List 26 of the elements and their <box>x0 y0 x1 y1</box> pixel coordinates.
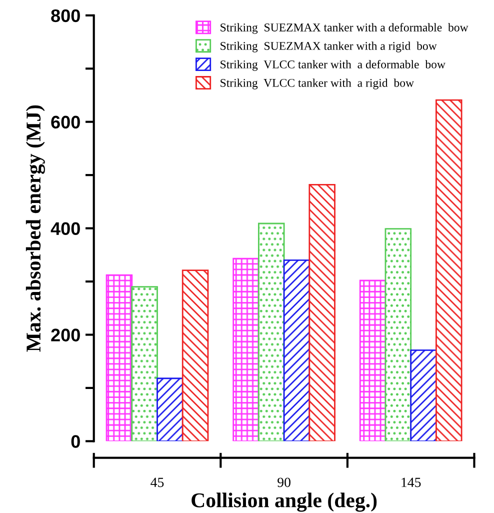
x-tick-label: 90 <box>278 478 290 488</box>
bar <box>410 349 437 442</box>
x-tick-label: 45 <box>150 478 164 488</box>
bar <box>131 286 158 442</box>
x-axis-title: Collision angle (deg.) <box>192 492 377 512</box>
bar <box>283 260 310 442</box>
y-tick-label: 600 <box>51 116 80 129</box>
y-tick-label: 800 <box>51 9 80 22</box>
bar <box>436 99 462 442</box>
bar <box>106 274 133 442</box>
bar <box>308 184 336 442</box>
legend-label: Striking VLCC tanker with a deformable bow <box>220 60 446 71</box>
y-tick-label: 0 <box>71 435 80 448</box>
bar <box>182 270 209 442</box>
legend-label: Striking VLCC tanker with a rigid bow <box>220 78 414 90</box>
bar <box>232 258 260 442</box>
x-tick-label: 145 <box>402 478 421 488</box>
y-tick-label: 400 <box>50 222 80 236</box>
bar <box>359 280 386 442</box>
legend-label: Striking SUEZMAX tanker with a deformable bow <box>220 23 468 34</box>
bar <box>156 378 184 442</box>
y-axis-title: Max. absorbed energy (MJ) <box>26 105 45 352</box>
bar <box>384 228 412 442</box>
y-tick-label: 200 <box>51 328 80 342</box>
legend-label: Striking SUEZMAX tanker with a rigid bow <box>220 42 437 52</box>
bar <box>258 222 285 442</box>
